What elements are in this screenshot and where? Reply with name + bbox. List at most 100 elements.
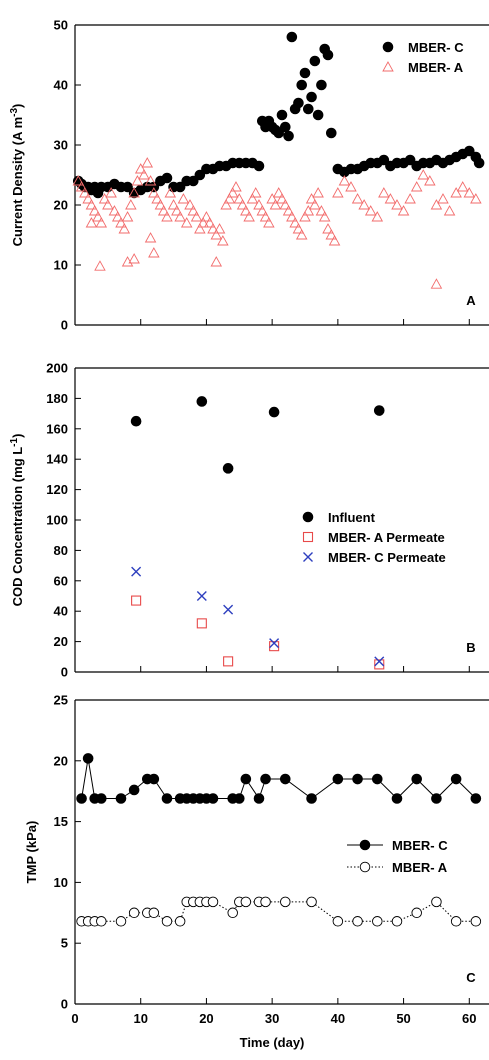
- data-point: [223, 656, 234, 667]
- data-point: [345, 181, 357, 192]
- data-point: [131, 566, 142, 577]
- data-point: [259, 211, 272, 222]
- data-point: [332, 773, 344, 785]
- data-point: [374, 659, 385, 670]
- y-axis-label: COD Concentration (mg L-1): [9, 434, 26, 607]
- data-point: [302, 205, 315, 216]
- legend-marker: [359, 861, 371, 873]
- data-point: [157, 205, 170, 216]
- data-point: [450, 187, 462, 198]
- data-point: [306, 896, 317, 908]
- x-tick-label: 10: [133, 1011, 147, 1026]
- y-tick-label: 15: [54, 814, 68, 829]
- data-point: [128, 907, 140, 919]
- data-point: [378, 187, 390, 198]
- data-point: [226, 187, 239, 198]
- data-point: [85, 199, 98, 210]
- data-point: [279, 121, 291, 133]
- data-point: [443, 205, 456, 216]
- y-tick-label: 25: [54, 693, 68, 708]
- series-mber-c: [76, 753, 482, 804]
- y-tick-label: 200: [46, 361, 68, 376]
- data-point: [240, 773, 252, 785]
- legend-label: MBER- C Permeate: [328, 550, 446, 565]
- data-point: [121, 256, 134, 267]
- data-point: [131, 175, 144, 186]
- legend-label: Influent: [328, 510, 376, 525]
- data-point: [161, 916, 173, 927]
- y-tick-label: 140: [46, 452, 68, 467]
- data-point: [141, 157, 154, 168]
- data-point: [358, 199, 370, 210]
- legend-marker: [303, 552, 313, 562]
- data-point: [384, 193, 397, 204]
- data-point: [134, 163, 147, 174]
- y-tick-label: 40: [54, 78, 68, 93]
- series-mber-a: [72, 157, 482, 289]
- data-point: [233, 793, 245, 804]
- data-point: [180, 217, 193, 228]
- data-point: [184, 199, 196, 210]
- data-point: [309, 199, 321, 210]
- x-axis-label: Time (day): [240, 1035, 305, 1050]
- y-axis-label: Current Density (A m-3): [9, 104, 26, 247]
- legend-label: MBER- A: [408, 60, 464, 75]
- y-tick-label: 0: [61, 665, 68, 680]
- data-point: [332, 916, 344, 927]
- data-point: [88, 205, 101, 216]
- data-point: [187, 205, 200, 216]
- data-point: [322, 49, 334, 61]
- y-tick-label: 160: [46, 421, 68, 436]
- y-tick-label: 100: [46, 513, 68, 528]
- data-point: [280, 896, 291, 908]
- data-point: [424, 175, 436, 186]
- data-point: [207, 223, 219, 234]
- data-point: [351, 193, 364, 204]
- data-point: [256, 205, 269, 216]
- data-point: [282, 205, 295, 216]
- data-point: [197, 217, 209, 228]
- data-point: [243, 211, 255, 222]
- panel-label: C: [466, 970, 476, 985]
- y-tick-label: 180: [46, 391, 68, 406]
- data-point: [240, 205, 252, 216]
- data-point: [269, 638, 280, 649]
- data-point: [269, 641, 280, 652]
- series-mber-c: [72, 31, 485, 199]
- data-point: [128, 187, 140, 198]
- data-point: [223, 604, 234, 615]
- data-point: [430, 278, 443, 289]
- data-point: [364, 205, 377, 216]
- data-point: [302, 103, 314, 115]
- data-point: [164, 187, 177, 198]
- data-point: [196, 591, 207, 601]
- data-point: [148, 247, 160, 258]
- data-point: [470, 916, 482, 927]
- data-point: [437, 193, 449, 204]
- data-point: [299, 211, 311, 222]
- data-point: [272, 187, 285, 198]
- data-point: [236, 199, 249, 210]
- data-point: [431, 896, 442, 908]
- data-point: [96, 916, 107, 927]
- data-point: [253, 793, 265, 804]
- legend-marker: [382, 41, 394, 53]
- data-point: [391, 199, 403, 210]
- data-point: [85, 217, 98, 228]
- data-point: [161, 172, 173, 184]
- y-tick-label: 30: [54, 138, 68, 153]
- data-point: [167, 199, 180, 210]
- series-influent: [130, 396, 385, 474]
- x-tick-label: 20: [199, 1011, 213, 1026]
- series-mber-c-permeate: [131, 566, 385, 667]
- data-point: [128, 253, 140, 264]
- data-point: [138, 169, 150, 180]
- data-point: [269, 199, 282, 210]
- data-point: [293, 97, 304, 109]
- data-point: [194, 169, 206, 181]
- y-axis-label: TMP (kPa): [24, 821, 39, 884]
- data-point: [200, 211, 213, 222]
- data-point: [470, 793, 482, 804]
- data-point: [411, 907, 422, 919]
- legend-label: MBER- C: [408, 40, 464, 55]
